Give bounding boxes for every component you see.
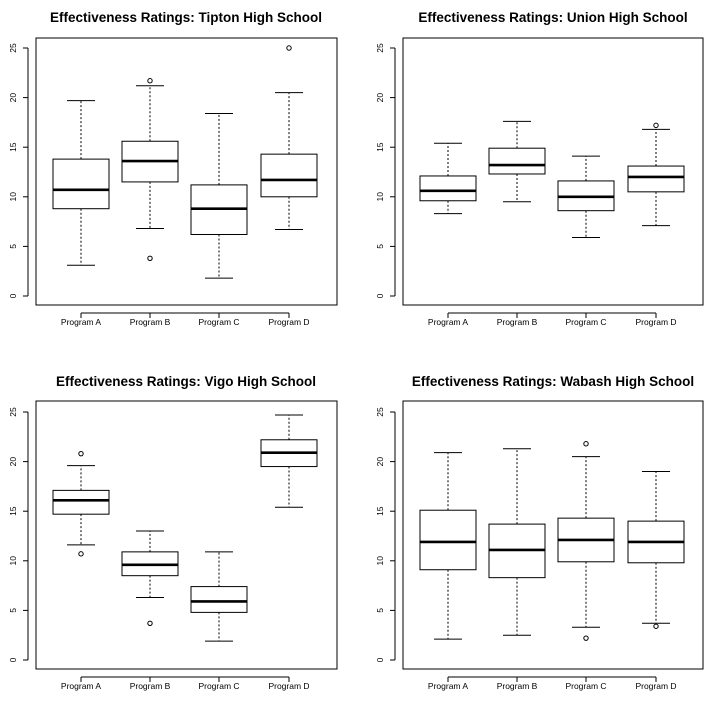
- y-tick-label: 5: [8, 608, 18, 613]
- y-tick-label: 0: [375, 657, 385, 662]
- box-program-c: [190, 112, 248, 279]
- y-tick-label: 5: [375, 244, 385, 249]
- y-tick-label: 15: [8, 142, 18, 152]
- y-tick-label: 10: [375, 192, 385, 202]
- outlier-point: [653, 122, 659, 129]
- box-program-b: [121, 530, 179, 626]
- y-tick-label: 15: [8, 506, 18, 516]
- box-program-d: [260, 45, 318, 231]
- box-program-b: [488, 448, 546, 636]
- box-program-b: [488, 120, 546, 203]
- chart-title: Effectiveness Ratings: Union High School: [418, 10, 687, 25]
- box-program-d: [627, 471, 685, 629]
- panel-tipton: Effectiveness Ratings: Tipton High Schoo…: [8, 10, 338, 327]
- category-label: Program A: [61, 317, 101, 327]
- y-tick-label: 0: [8, 293, 18, 298]
- plot-frame: [35, 400, 338, 670]
- iqr-box: [627, 165, 685, 193]
- outlier-point: [78, 450, 84, 457]
- y-tick-label: 5: [375, 608, 385, 613]
- iqr-box: [260, 153, 318, 198]
- y-tick-label: 15: [375, 506, 385, 516]
- iqr-box: [419, 175, 477, 202]
- box-program-c: [557, 155, 615, 238]
- box-program-d: [627, 122, 685, 227]
- category-label: Program B: [497, 317, 538, 327]
- y-tick-label: 20: [375, 93, 385, 103]
- box-program-c: [190, 551, 248, 642]
- y-tick-label: 5: [8, 244, 18, 249]
- y-tick-label: 20: [375, 457, 385, 467]
- y-tick-label: 25: [375, 43, 385, 53]
- category-label: Program A: [428, 681, 468, 691]
- plot-frame: [35, 37, 338, 306]
- outlier-point: [147, 255, 153, 262]
- category-label: Program D: [635, 681, 676, 691]
- chart-title: Effectiveness Ratings: Vigo High School: [56, 374, 316, 389]
- panel-vigo: Effectiveness Ratings: Vigo High School 0…: [8, 374, 338, 691]
- outlier-point: [147, 620, 153, 626]
- category-label: Program D: [635, 317, 676, 327]
- category-label: Program D: [268, 317, 309, 327]
- box-program-a: [419, 452, 477, 640]
- iqr-box: [52, 489, 110, 515]
- outlier-point: [147, 78, 153, 84]
- y-tick-label: 20: [8, 457, 18, 467]
- plot-frame: [402, 37, 704, 306]
- iqr-box: [52, 158, 110, 210]
- iqr-box: [419, 509, 477, 571]
- outlier-point: [653, 623, 659, 629]
- y-tick-label: 10: [8, 192, 18, 202]
- box-program-a: [419, 142, 477, 215]
- panel-union: Effectiveness Ratings: Union High School…: [375, 10, 704, 327]
- category-label: Program B: [497, 681, 538, 691]
- y-tick-label: 25: [375, 407, 385, 417]
- box-program-a: [52, 450, 110, 557]
- category-label: Program C: [565, 681, 606, 691]
- iqr-box: [488, 147, 546, 175]
- category-label: Program C: [198, 317, 239, 327]
- category-label: Program A: [61, 681, 101, 691]
- outlier-point: [286, 45, 292, 51]
- y-tick-label: 0: [8, 657, 18, 662]
- y-tick-label: 25: [8, 407, 18, 417]
- y-tick-label: 20: [8, 93, 18, 103]
- category-label: Program C: [198, 681, 239, 691]
- y-tick-label: 10: [375, 556, 385, 566]
- box-program-d: [260, 414, 318, 508]
- category-label: Program B: [130, 317, 171, 327]
- y-tick-label: 0: [375, 293, 385, 298]
- y-tick-label: 15: [375, 142, 385, 152]
- chart-title: Effectiveness Ratings: Wabash High Schoo…: [412, 374, 694, 389]
- y-tick-label: 10: [8, 556, 18, 566]
- outlier-point: [583, 441, 589, 447]
- box-program-c: [557, 441, 615, 641]
- box-program-a: [52, 100, 110, 266]
- category-label: Program C: [565, 317, 606, 327]
- category-label: Program A: [428, 317, 468, 327]
- panel-wabash: Effectiveness Ratings: Wabash High Schoo…: [375, 374, 704, 691]
- box-program-b: [121, 78, 179, 262]
- y-tick-label: 25: [8, 43, 18, 53]
- outlier-point: [78, 551, 84, 557]
- outlier-point: [583, 635, 589, 641]
- chart-title: Effectiveness Ratings: Tipton High Schoo…: [50, 10, 322, 25]
- iqr-box: [190, 586, 248, 613]
- category-label: Program D: [268, 681, 309, 691]
- category-label: Program B: [130, 681, 171, 691]
- plot-frame: [402, 400, 704, 670]
